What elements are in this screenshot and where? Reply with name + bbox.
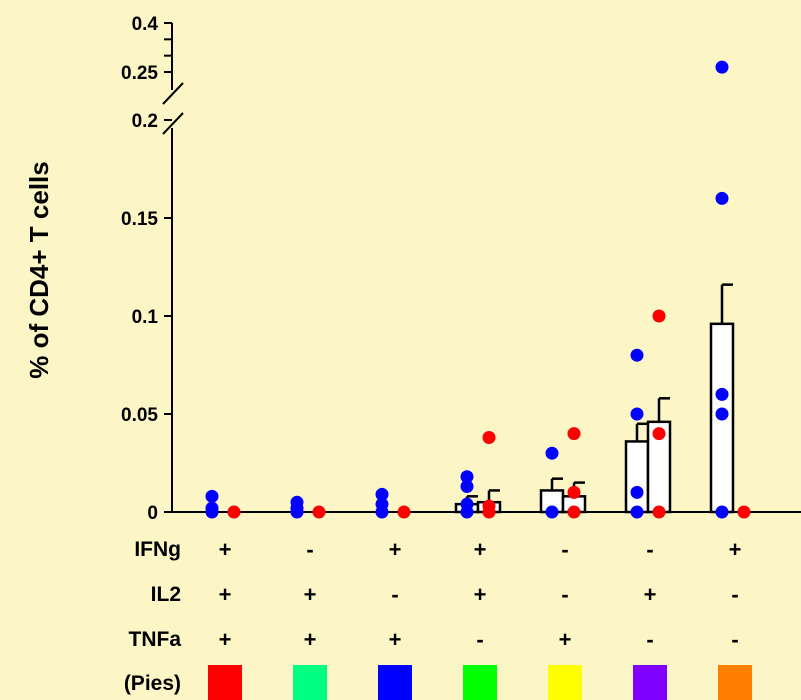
condition-sign-ifng: -	[646, 537, 653, 562]
data-point	[630, 505, 644, 519]
data-point	[375, 487, 389, 501]
data-point	[460, 470, 474, 484]
data-point	[715, 407, 729, 421]
condition-sign-il2: +	[219, 582, 232, 607]
row-label-pies: (Pies)	[124, 672, 181, 695]
condition-sign-il2: -	[731, 582, 738, 607]
data-point	[567, 485, 581, 499]
data-point	[290, 505, 304, 519]
condition-sign-tnfa: +	[304, 627, 317, 652]
condition-sign-il2: +	[474, 582, 487, 607]
y-tick-label: 0.1	[132, 307, 159, 328]
data-point	[630, 407, 644, 421]
pie-color-swatch	[463, 665, 497, 700]
axis-break-mark	[162, 82, 184, 105]
condition-sign-il2: +	[304, 582, 317, 607]
condition-sign-ifng: +	[219, 537, 232, 562]
pie-color-swatch	[378, 665, 412, 700]
condition-sign-ifng: -	[561, 537, 568, 562]
data-point	[545, 505, 559, 519]
condition-sign-il2: -	[561, 582, 568, 607]
data-point	[652, 309, 666, 323]
data-point	[567, 427, 581, 441]
y-tick-label: 0.15	[121, 209, 158, 230]
data-point	[652, 505, 666, 519]
pie-color-swatch	[633, 665, 667, 700]
condition-sign-tnfa: +	[389, 627, 402, 652]
pie-color-swatch	[718, 665, 752, 700]
condition-sign-il2: +	[644, 582, 657, 607]
condition-sign-tnfa: -	[731, 627, 738, 652]
data-point	[397, 505, 411, 519]
pie-color-swatch	[548, 665, 582, 700]
row-label-il2: IL2	[151, 583, 181, 606]
axis-break-mark	[162, 112, 184, 135]
row-label-ifng: IFNg	[134, 538, 181, 561]
data-point	[482, 431, 496, 445]
condition-sign-ifng: +	[389, 537, 402, 562]
data-point	[715, 60, 729, 74]
y-tick-label: 0.2	[132, 111, 158, 132]
condition-sign-tnfa: +	[559, 627, 572, 652]
data-point	[205, 489, 219, 503]
row-label-tnfa: TNFa	[129, 628, 182, 651]
condition-sign-tnfa: +	[219, 627, 232, 652]
data-point	[460, 480, 474, 494]
data-point	[715, 505, 729, 519]
y-tick-label: 0.05	[121, 405, 158, 426]
condition-sign-il2: -	[391, 582, 398, 607]
data-point	[205, 505, 219, 519]
bar	[624, 440, 650, 514]
condition-sign-tnfa: -	[646, 627, 653, 652]
y-tick-label: 0	[147, 503, 158, 524]
data-point	[567, 505, 581, 519]
data-point	[630, 485, 644, 499]
condition-sign-tnfa: -	[476, 627, 483, 652]
y-axis-label: % of CD4+ T cells	[24, 161, 54, 378]
y-tick-label: 0.4	[132, 14, 159, 35]
data-point	[375, 505, 389, 519]
data-point	[545, 446, 559, 460]
condition-sign-ifng: +	[474, 537, 487, 562]
y-tick-label: 0.25	[121, 63, 158, 84]
data-point	[715, 191, 729, 205]
data-point	[227, 505, 241, 519]
data-point	[460, 505, 474, 519]
data-point	[312, 505, 326, 519]
data-point	[652, 427, 666, 441]
pie-color-swatch	[208, 665, 242, 700]
condition-sign-ifng: +	[729, 537, 742, 562]
condition-sign-ifng: -	[306, 537, 313, 562]
data-point	[715, 387, 729, 401]
data-point	[737, 505, 751, 519]
data-point	[630, 348, 644, 362]
data-point	[482, 505, 496, 519]
pie-color-swatch	[293, 665, 327, 700]
